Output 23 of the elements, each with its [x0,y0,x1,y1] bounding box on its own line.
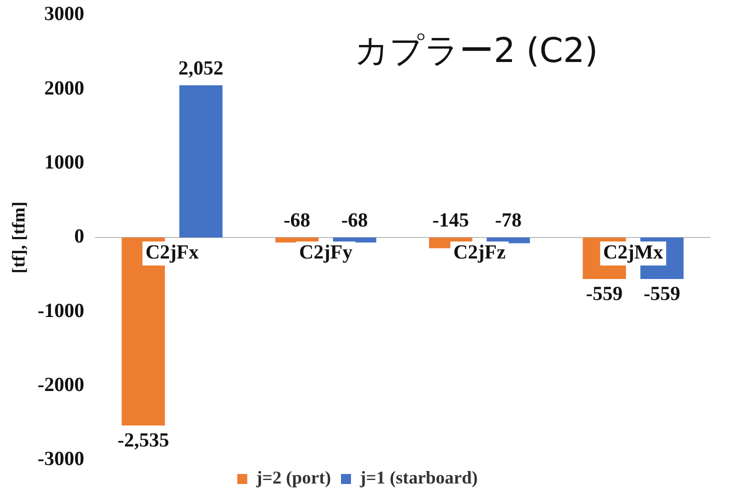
legend-label: j=2 (port) [255,468,332,488]
y-tick-label: -1000 [38,300,84,322]
y-tick-label: 3000 [44,3,84,26]
text: カプラー2 (C2) [354,30,598,71]
data-label: -68 [341,210,368,232]
legend-label: j=1 (starboard) [359,468,478,488]
data-label: -68 [284,210,310,232]
data-label: -78 [494,210,522,232]
x-tick-label: C2jFz [453,242,506,264]
data-label: -559 [644,283,680,306]
x-tick-label: C2jMx [603,242,664,264]
data-label: -2,535 [117,430,170,452]
data-label: -145 [432,210,469,232]
y-tick-label: -2000 [38,374,84,396]
x-tick-label: C2jFx [145,242,199,264]
y-tick-label: -3000 [38,448,84,470]
data-label: -559 [586,283,623,306]
y-tick-label: 1000 [44,152,84,174]
y-tick-label: 0 [74,226,84,248]
y-axis-title: [tf], [tfm] [8,202,28,274]
y-tick-label: 2000 [44,77,84,100]
x-tick-label: C2jFy [299,242,352,264]
data-label: 2,052 [178,57,224,80]
